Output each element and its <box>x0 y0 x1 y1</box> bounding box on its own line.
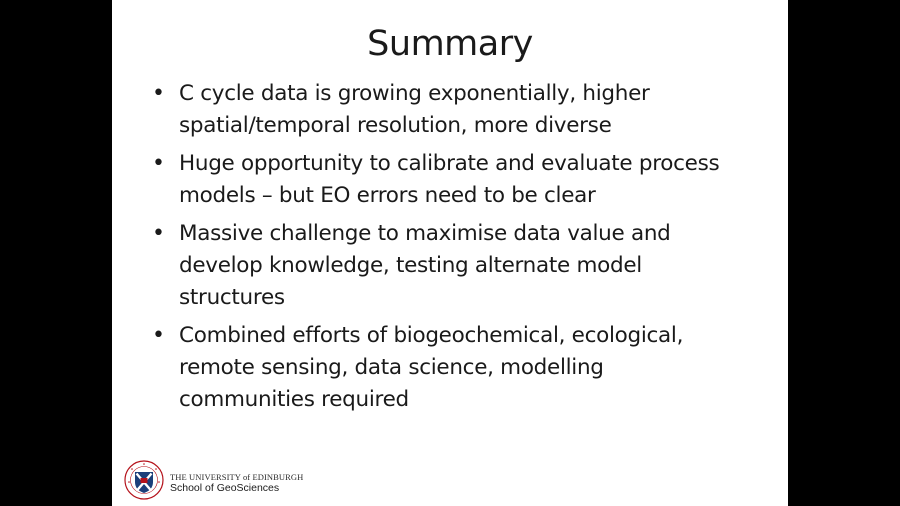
bullet-dot-icon: • <box>152 323 165 348</box>
university-logo: THE UNIVERSITY of EDINBURGH School of Ge… <box>124 460 303 502</box>
bullet-line: develop knowledge, testing alternate mod… <box>179 253 642 278</box>
bullet-line: models – but EO errors need to be clear <box>179 183 596 208</box>
bullet-dot-icon: • <box>152 81 165 106</box>
bullet-item: • Massive challenge to maximise data val… <box>150 218 780 314</box>
bullet-line: spatial/temporal resolution, more divers… <box>179 113 612 138</box>
bullet-item: • Huge opportunity to calibrate and eval… <box>150 148 780 212</box>
bullet-line: remote sensing, data science, modelling <box>179 355 604 380</box>
university-name: THE UNIVERSITY of EDINBURGH <box>170 472 304 482</box>
university-crest-icon <box>124 460 164 500</box>
bullet-line: Huge opportunity to calibrate and evalua… <box>179 151 720 176</box>
bullet-line: structures <box>179 285 285 310</box>
bullet-item: • C cycle data is growing exponentially,… <box>150 78 780 142</box>
bullet-line: Combined efforts of biogeochemical, ecol… <box>179 323 684 348</box>
bullet-list: • C cycle data is growing exponentially,… <box>150 78 780 422</box>
slide-title: Summary <box>367 24 533 64</box>
school-name: School of GeoSciences <box>170 482 280 494</box>
bullet-line: C cycle data is growing exponentially, h… <box>179 81 650 106</box>
slide-canvas: Summary • C cycle data is growing expone… <box>112 0 788 506</box>
bullet-dot-icon: • <box>152 151 165 176</box>
bullet-line: communities required <box>179 387 409 412</box>
bullet-dot-icon: • <box>152 221 165 246</box>
bullet-line: Massive challenge to maximise data value… <box>179 221 671 246</box>
bullet-item: • Combined efforts of biogeochemical, ec… <box>150 320 780 416</box>
